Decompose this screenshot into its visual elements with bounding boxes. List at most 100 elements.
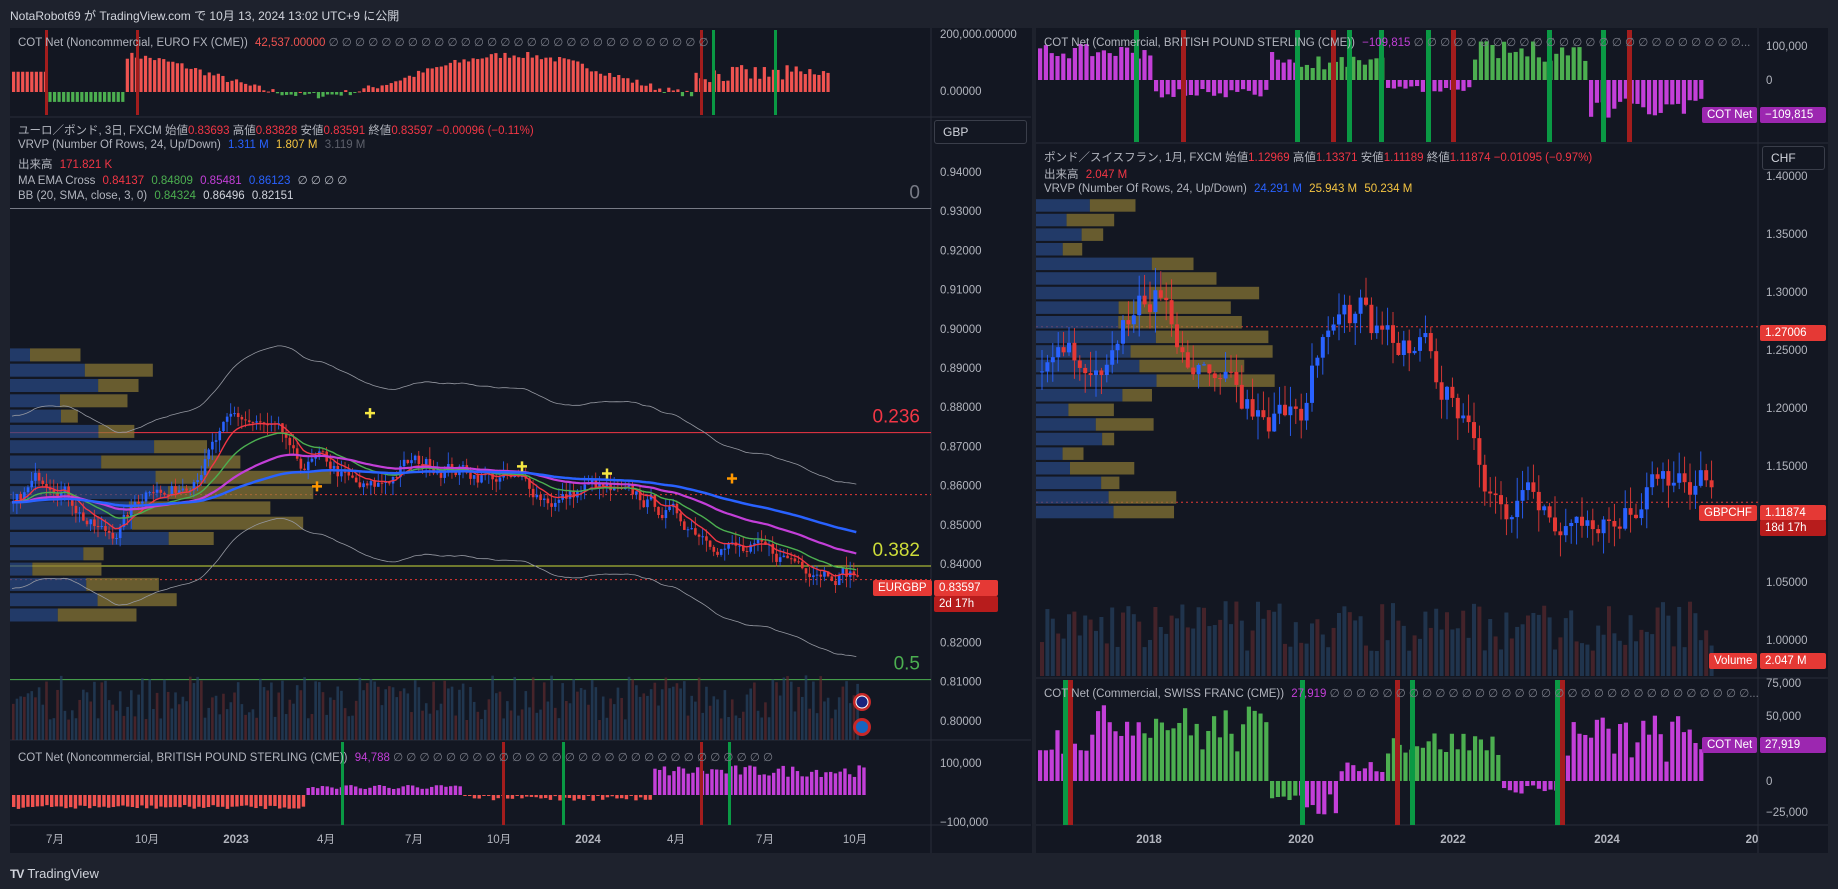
tradingview-logo[interactable]: TV TradingView	[10, 866, 99, 881]
cot-bar	[168, 795, 173, 808]
volume-bar	[520, 709, 524, 740]
candle-body	[638, 491, 642, 501]
right-hline-price: 1.27006	[1760, 325, 1826, 341]
volume-bar	[203, 717, 207, 740]
volume-bar	[620, 697, 623, 740]
volume-bar	[240, 704, 244, 740]
candle-body	[1299, 408, 1304, 421]
bollinger-lower	[11, 518, 857, 657]
vrvp-up-bar	[1036, 491, 1109, 504]
candle-body	[93, 519, 96, 527]
volume-bar	[553, 707, 557, 740]
candle-body	[137, 501, 140, 504]
candle-body	[1509, 517, 1514, 520]
cot-bar	[98, 92, 102, 102]
cot-bar	[826, 72, 830, 92]
volume-bar	[638, 696, 642, 740]
volume-bar	[1153, 606, 1158, 676]
axis-tick-label: 1.25000	[1766, 345, 1808, 357]
candle-body	[436, 472, 439, 474]
candle-body	[852, 571, 856, 576]
candle-body	[166, 494, 170, 496]
left-vrvp-legend[interactable]: VRVP (Number Of Rows, 24, Up/Down) 1.311…	[18, 139, 365, 151]
cot-bar	[582, 795, 586, 801]
cot-bar	[45, 795, 49, 806]
candle-body	[159, 489, 163, 493]
volume-bar	[159, 718, 163, 740]
volume-bar	[214, 695, 218, 740]
volume-bar	[708, 705, 712, 740]
right-volume-legend[interactable]: 出来高 2.047 M	[1044, 166, 1127, 182]
right-currency-button[interactable]: CHF	[1762, 146, 1825, 170]
volume-bar	[30, 691, 34, 740]
cot-bar	[1502, 41, 1507, 80]
candle-body	[1596, 529, 1601, 534]
cot-bar	[416, 70, 421, 92]
cot-bar	[780, 79, 785, 92]
volume-bar	[856, 683, 859, 740]
axis-tick-label: 1.05000	[1766, 577, 1808, 589]
candle-body	[37, 472, 41, 481]
cot-bar	[249, 795, 253, 807]
volume-bar	[1088, 619, 1093, 676]
volume-bar	[764, 702, 767, 740]
cot-bar	[515, 795, 519, 796]
candle-body	[443, 471, 446, 478]
candle-body	[247, 420, 251, 422]
cot-bar	[585, 68, 589, 92]
left-bb-label: BB (20, SMA, close, 3, 0)	[18, 190, 148, 202]
left-bb-legend[interactable]: BB (20, SMA, close, 3, 0) 0.84324 0.8649…	[18, 190, 293, 202]
volume-bar	[336, 686, 340, 740]
left-volume-legend[interactable]: 出来高 171.821 K	[18, 156, 112, 172]
time-axis-label: 4月	[667, 834, 685, 846]
cot-bar	[1368, 762, 1373, 781]
cot-bar	[1188, 735, 1193, 781]
cot-signal-bar	[700, 30, 703, 115]
left-ma-legend[interactable]: MA EMA Cross 0.84137 0.84809 0.85481 0.8…	[18, 173, 347, 187]
cot-bar	[534, 795, 538, 798]
candle-body	[789, 558, 793, 560]
cot-bar	[824, 772, 828, 795]
volume-bar	[104, 680, 107, 740]
vrvp-up-bar	[1036, 462, 1070, 475]
cot-bar	[130, 795, 135, 807]
cot-bar	[1444, 80, 1449, 88]
volume-bar	[1315, 619, 1320, 676]
cot-bar	[1264, 722, 1269, 781]
candle-body	[686, 529, 690, 531]
left-currency-button[interactable]: GBP	[934, 120, 1027, 144]
cot-bar	[1519, 781, 1524, 794]
cot-bar	[1200, 749, 1205, 781]
cot-bar	[1531, 41, 1536, 80]
candle-body	[1418, 337, 1422, 351]
left-vrvp-total: 3.119 M	[324, 139, 366, 151]
cot-signal-bar	[774, 30, 777, 115]
cot-bar	[1467, 750, 1472, 781]
cot-bar	[1310, 781, 1315, 806]
volume-bar	[362, 690, 365, 740]
right-symbol-legend[interactable]: ポンド／スイスフラン, 1月, FXCM 始値1.12969 高値1.13371…	[1044, 149, 1592, 165]
volume-bar	[365, 683, 369, 740]
cot-bar	[691, 772, 695, 795]
candle-body	[1353, 313, 1358, 324]
cot-bar	[1078, 750, 1083, 781]
right-volume-tag: Volume	[1709, 653, 1758, 669]
left-symbol-legend[interactable]: ユーロ／ポンド, 3日, FXCM 始値0.83693 高値0.83828 安値…	[18, 122, 534, 138]
cot-bar	[621, 78, 625, 92]
cot-bar	[591, 795, 595, 801]
volume-bar	[1131, 614, 1136, 676]
candle-body	[417, 455, 421, 464]
candle-body	[1639, 509, 1644, 519]
volume-bar	[1391, 603, 1395, 676]
volume-bar	[649, 689, 653, 740]
cot-bar	[289, 92, 293, 95]
cot-bar	[1165, 80, 1170, 95]
right-vrvp-legend[interactable]: VRVP (Number Of Rows, 24, Up/Down) 24.29…	[1044, 183, 1412, 195]
cot-bar	[48, 92, 52, 102]
cot-bar	[744, 69, 748, 92]
candle-body	[631, 485, 635, 495]
cot-bar	[1281, 781, 1286, 797]
volume-bar	[845, 681, 848, 740]
cot-bar	[510, 795, 515, 799]
chart-canvas[interactable]: 200,000.00000 0.00000 0.94000 0.93000 0.9200…	[0, 0, 1838, 860]
